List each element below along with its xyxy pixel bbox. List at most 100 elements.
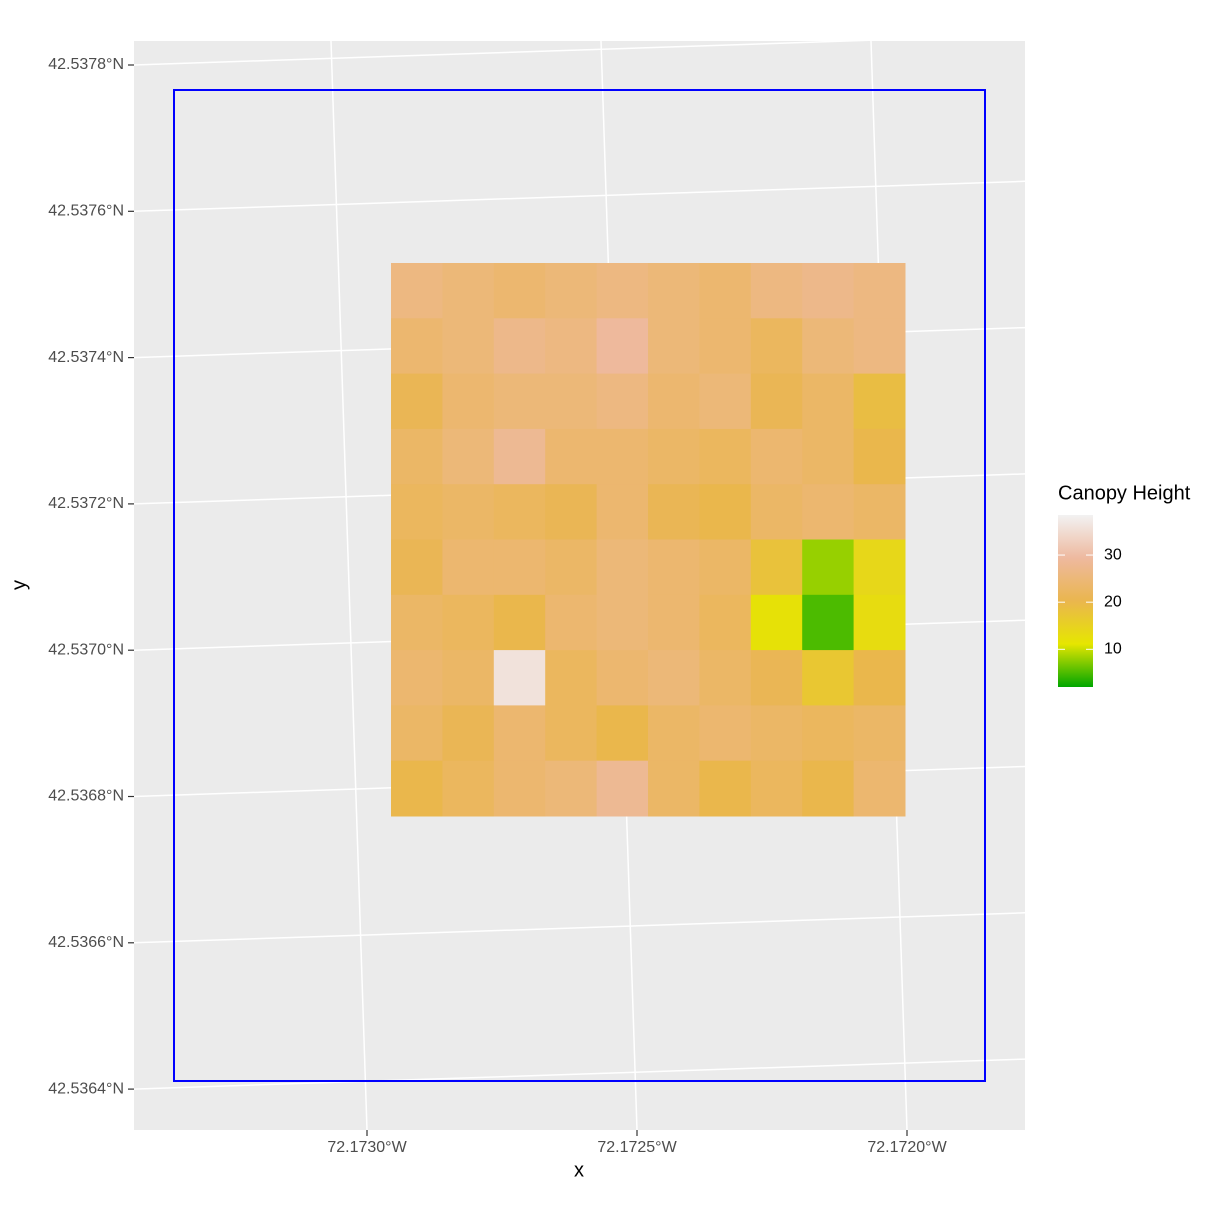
legend-title: Canopy Height [1058,482,1191,504]
raster-cell [493,705,546,762]
raster-cell [596,594,649,651]
raster-cell [802,318,855,375]
raster-cell [391,594,443,651]
raster-cell [802,539,855,596]
raster-cell [699,594,752,651]
raster-cell [442,650,495,706]
raster-cell [853,263,906,319]
raster-cell [750,263,803,319]
raster-cell [699,484,752,540]
x-tick-label: 72.1720°W [867,1139,947,1156]
y-tick-label: 42.5364°N [48,1080,124,1097]
raster-cell [391,263,443,319]
raster-cell [442,539,495,596]
raster-cell [493,539,546,596]
raster-cell [802,484,855,540]
legend-colorbar [1058,515,1093,687]
raster-cell [648,760,700,817]
y-tick-label: 42.5366°N [48,934,124,951]
y-tick-label: 42.5378°N [48,56,124,73]
legend-tick-label: 20 [1104,593,1122,610]
grid-line [134,1058,1025,1090]
raster [391,263,906,817]
raster-cell [391,373,443,430]
raster-cell [853,760,906,817]
raster-cell [750,594,803,651]
raster-cell [442,760,495,817]
raster-cell [699,760,752,817]
raster-cell [545,318,598,375]
y-tick-label: 42.5368°N [48,788,124,805]
raster-cell [853,594,906,651]
x-tick-label: 72.1725°W [597,1139,677,1156]
raster-cell [648,594,700,651]
raster-cell [391,318,443,375]
raster-cell [545,650,598,706]
raster-cell [802,650,855,706]
raster-cell [493,428,546,485]
legend-tick-label: 30 [1104,546,1122,563]
raster-cell [853,705,906,762]
x-axis-label: x [574,1159,584,1181]
raster-cell [648,705,700,762]
raster-cell [802,428,855,485]
raster-cell [596,650,649,706]
raster-cell [545,760,598,817]
y-tick-label: 42.5376°N [48,203,124,220]
raster-cell [596,760,649,817]
raster-cell [493,373,546,430]
grid-line [134,41,870,66]
raster-cell [853,428,906,485]
raster-cell [802,594,855,651]
raster-cell [545,539,598,596]
raster-cell [750,705,803,762]
raster-cell [853,373,906,430]
raster-cell [545,594,598,651]
raster-cell [750,318,803,375]
legend-tick-label: 10 [1104,641,1122,658]
raster-cell [648,373,700,430]
raster-cell [596,484,649,540]
bounding-box [173,89,986,1082]
raster-cell [493,650,546,706]
raster-cell [802,760,855,817]
raster-cell [493,594,546,651]
raster-cell [391,539,443,596]
grid-line [134,912,1025,944]
raster-cell [699,650,752,706]
raster-cell [750,760,803,817]
raster-cell [802,373,855,430]
raster-cell [442,318,495,375]
raster-cell [545,263,598,319]
raster-cell [802,705,855,762]
raster-cell [596,539,649,596]
raster-cell [442,373,495,430]
raster-cell [596,428,649,485]
raster-cell [391,760,443,817]
raster-cell [545,484,598,540]
raster-cell [545,705,598,762]
raster-cell [442,484,495,540]
raster-cell [699,318,752,375]
y-tick-label: 42.5370°N [48,641,124,658]
raster-cell [750,484,803,540]
raster-cell [699,539,752,596]
grid-line [330,41,368,1130]
raster-cell [648,484,700,540]
raster-cell [648,263,700,319]
raster-cell [391,705,443,762]
raster-cell [391,428,443,485]
grid-line [134,180,1025,213]
raster-cell [853,539,906,596]
raster-cell [699,428,752,485]
raster-cell [750,650,803,706]
raster-cell [442,705,495,762]
raster-cell [493,263,546,319]
raster-cell [853,318,906,375]
raster-cell [853,650,906,706]
y-tick-label: 42.5372°N [48,495,124,512]
raster-cell [596,705,649,762]
raster-cell [596,318,649,375]
y-tick-label: 42.5374°N [48,349,124,366]
